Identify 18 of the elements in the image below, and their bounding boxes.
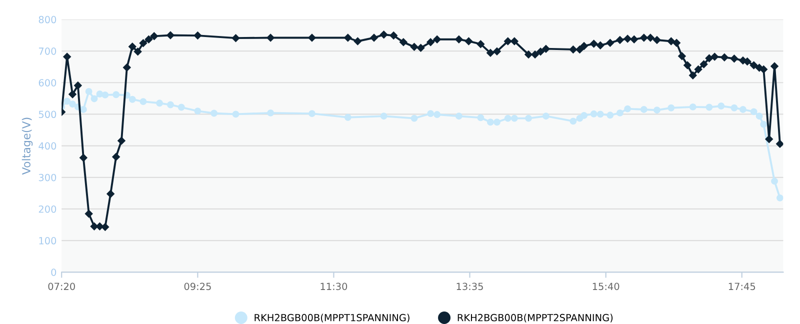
y-tick-label: 700	[38, 48, 56, 55]
y-tick-label: 400	[38, 142, 56, 150]
x-tick-label: 13:35	[456, 282, 483, 290]
y-tick-label: 200	[38, 205, 56, 213]
y-tick-label: 0	[51, 268, 56, 276]
y-tick-label: 100	[39, 237, 56, 244]
legend-label: RKH2BGB00B(MPPT2SPANNING)	[458, 314, 613, 322]
x-tick-label: 11:30	[320, 282, 348, 290]
x-tick-label: 17:45	[728, 282, 756, 290]
x-tick-label: 15:40	[592, 282, 620, 290]
y-tick-label: 600	[38, 79, 56, 86]
y-axis-title: Voltage(V)	[22, 118, 33, 175]
x-tick-label: 09:25	[184, 282, 211, 290]
legend-label: RKH2BGB00B(MPPT1SPANNING)	[254, 314, 410, 322]
y-tick-label: 300	[38, 174, 56, 182]
y-tick-label: 500	[38, 110, 56, 118]
y-tick-label: 800	[38, 16, 56, 24]
x-tick-label: 07:20	[48, 282, 75, 290]
